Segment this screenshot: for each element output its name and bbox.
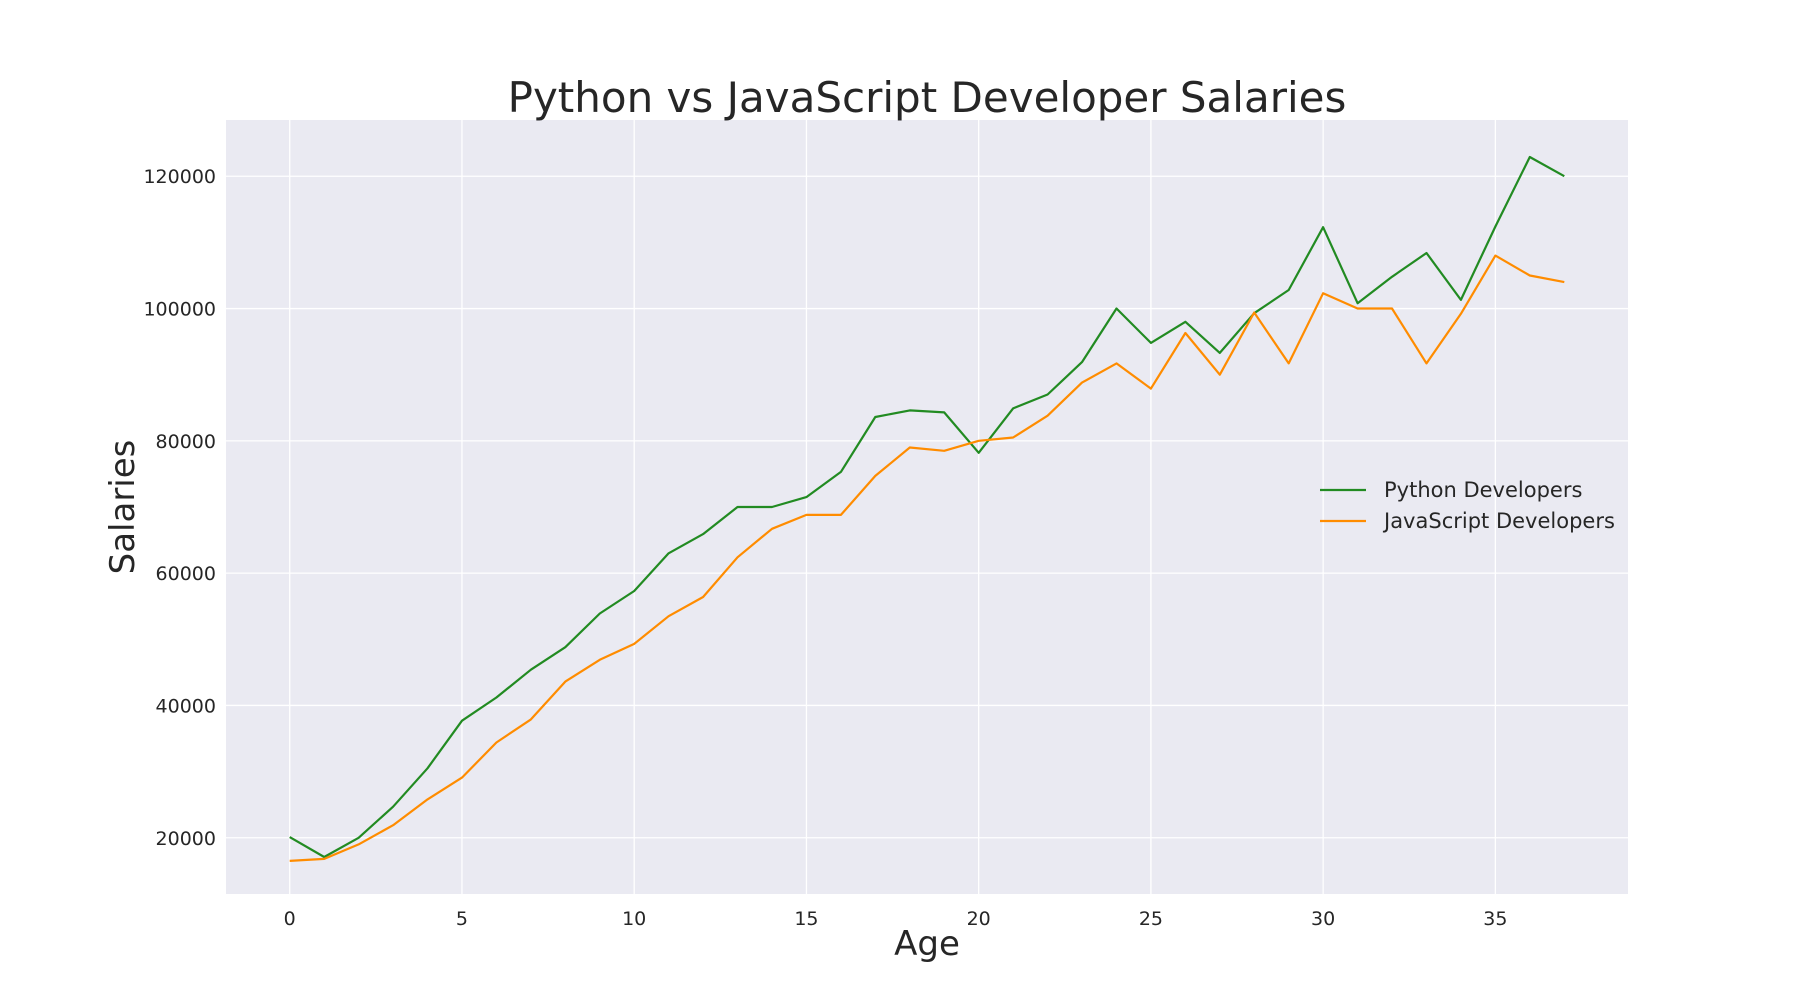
x-tick-label: 10 — [622, 908, 646, 930]
plot-area — [226, 120, 1628, 894]
x-tick-label: 5 — [456, 908, 468, 930]
legend-label-javascript: JavaScript Developers — [1382, 509, 1615, 533]
y-tick-label: 20000 — [156, 828, 216, 850]
x-tick-label: 30 — [1311, 908, 1335, 930]
y-tick-label: 60000 — [156, 563, 216, 585]
x-tick-label: 0 — [284, 908, 296, 930]
y-tick-label: 100000 — [143, 299, 216, 321]
x-tick-label: 15 — [794, 908, 818, 930]
y-tick-label: 80000 — [156, 431, 216, 453]
grid — [226, 120, 1628, 894]
series-line-javascript — [289, 254, 1565, 862]
x-tick-label: 35 — [1483, 908, 1507, 930]
y-tick-label: 40000 — [156, 695, 216, 717]
y-axis-label: Salaries — [103, 440, 143, 575]
y-tick-label: 120000 — [143, 166, 216, 188]
chart-title: Python vs JavaScript Developer Salaries — [508, 73, 1347, 122]
legend: Python Developers JavaScript Developers — [1320, 478, 1615, 533]
x-tick-label: 25 — [1139, 908, 1163, 930]
legend-label-python: Python Developers — [1384, 478, 1582, 502]
series-lines — [289, 155, 1565, 862]
tick-labels: 0 5 10 15 20 25 30 35 20000 40000 60000 80000 100000… — [143, 166, 1507, 930]
x-axis-label: Age — [894, 924, 960, 964]
x-tick-label: 20 — [967, 908, 991, 930]
series-line-python — [289, 155, 1565, 859]
